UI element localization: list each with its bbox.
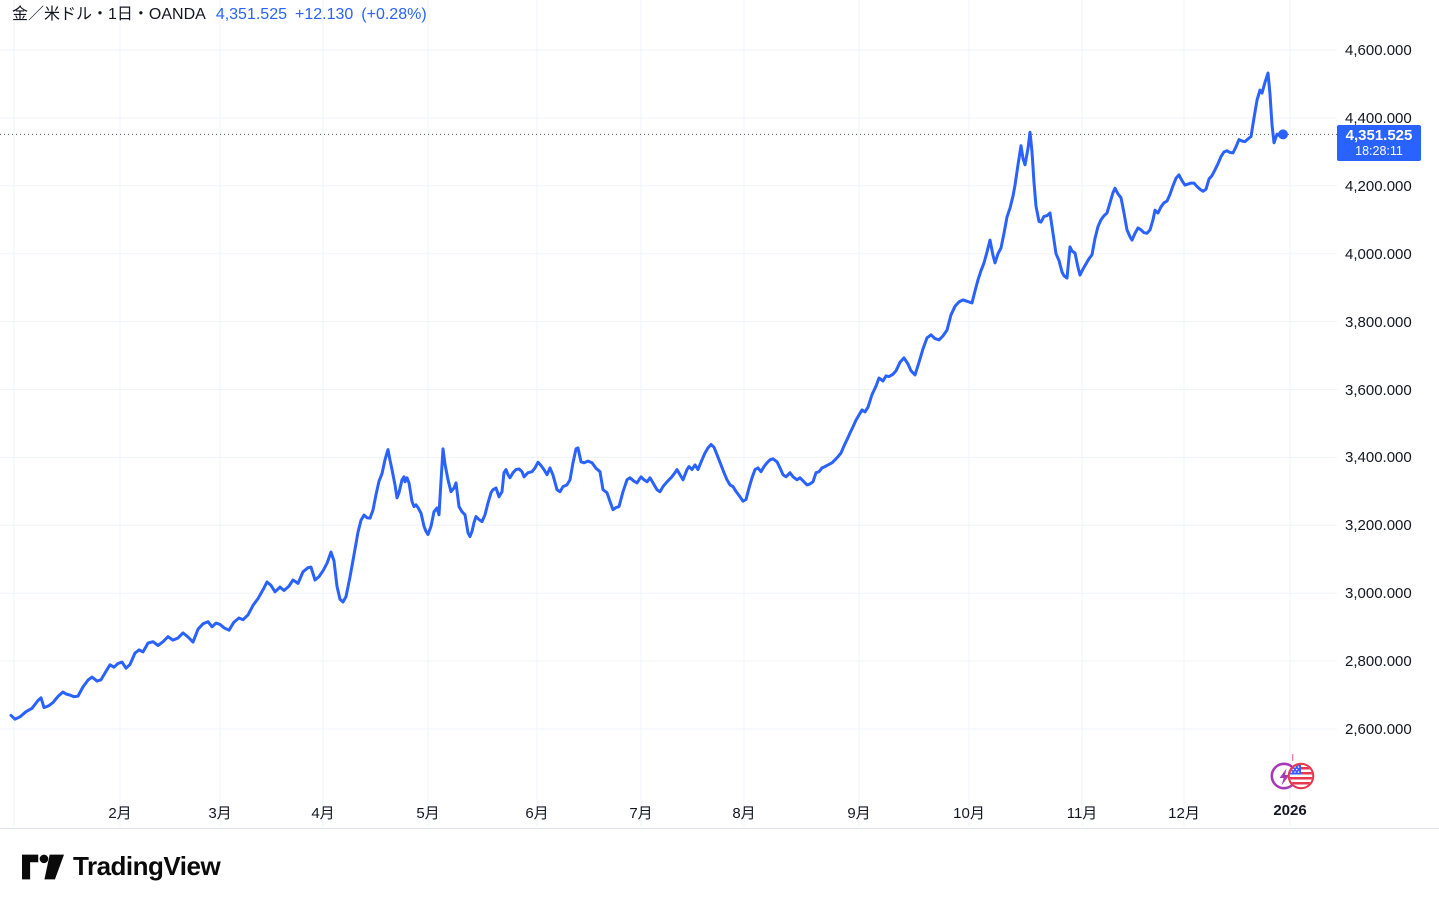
time-scale-label: 4月 <box>311 805 335 822</box>
time-scale[interactable]: 2月 3月 4月 5月 6月 7月 8月 9月 10月 11月 12月 2026 <box>0 793 1439 828</box>
price-scale-label: 3,400.000 <box>1345 449 1412 467</box>
event-marker-stem <box>1292 754 1294 761</box>
last-price-label-time: 18:28:11 <box>1355 144 1403 159</box>
time-scale-label: 2月 <box>108 805 132 822</box>
price-scale[interactable]: 4,351.525 18:28:11 4,600.000 4,400.000 4,2… <box>1337 0 1439 830</box>
last-price-label: 4,351.525 18:28:11 <box>1337 125 1421 162</box>
price-scale-label: 2,600.000 <box>1345 721 1412 738</box>
price-change-percent: (+0.28%) <box>361 6 427 23</box>
price-scale-label: 4,000.000 <box>1345 245 1412 263</box>
price-scale-label: 2,800.000 <box>1345 653 1412 671</box>
time-scale-label: 2026 <box>1273 802 1307 819</box>
price-scale-label: 3,800.000 <box>1345 313 1412 331</box>
last-price-value: 4,351.525 <box>215 6 287 23</box>
price-scale-label: 3,600.000 <box>1345 381 1412 399</box>
time-scale-label: 11月 <box>1066 805 1098 822</box>
time-scale-label: 6月 <box>525 805 549 822</box>
price-scale-label: 3,200.000 <box>1345 517 1412 535</box>
price-scale-label: 4,400.000 <box>1345 109 1412 127</box>
price-chart-pane[interactable] <box>0 0 1337 830</box>
us-flag-icon <box>1287 762 1315 790</box>
time-scale-label: 7月 <box>629 805 653 822</box>
tradingview-logo[interactable]: TradingView <box>22 851 221 882</box>
time-scale-label: 9月 <box>847 805 871 822</box>
last-point-dot <box>1278 129 1288 140</box>
time-scale-label: 8月 <box>732 805 756 822</box>
economic-event-marker[interactable] <box>1268 754 1318 799</box>
time-scale-label: 10月 <box>953 805 985 822</box>
chart-legend: 金／米ドル・1日・OANDA 4,351.525 +12.130 (+0.28%) <box>12 5 435 24</box>
price-change-value: +12.130 <box>295 6 354 23</box>
time-scale-label: 3月 <box>208 805 232 822</box>
time-axis-border <box>0 828 1439 829</box>
price-scale-label: 3,000.000 <box>1345 585 1412 603</box>
price-line-series <box>9 71 1285 721</box>
time-scale-label: 5月 <box>416 805 440 822</box>
price-scale-label: 4,600.000 <box>1345 42 1412 59</box>
time-scale-label: 12月 <box>1168 805 1200 822</box>
last-price-label-value: 4,351.525 <box>1345 127 1413 145</box>
tradingview-logo-icon <box>22 854 64 879</box>
price-scale-label: 4,200.000 <box>1345 177 1412 195</box>
symbol-title[interactable]: 金／米ドル・1日・OANDA <box>12 6 206 23</box>
tradingview-logo-text: TradingView <box>73 851 221 881</box>
